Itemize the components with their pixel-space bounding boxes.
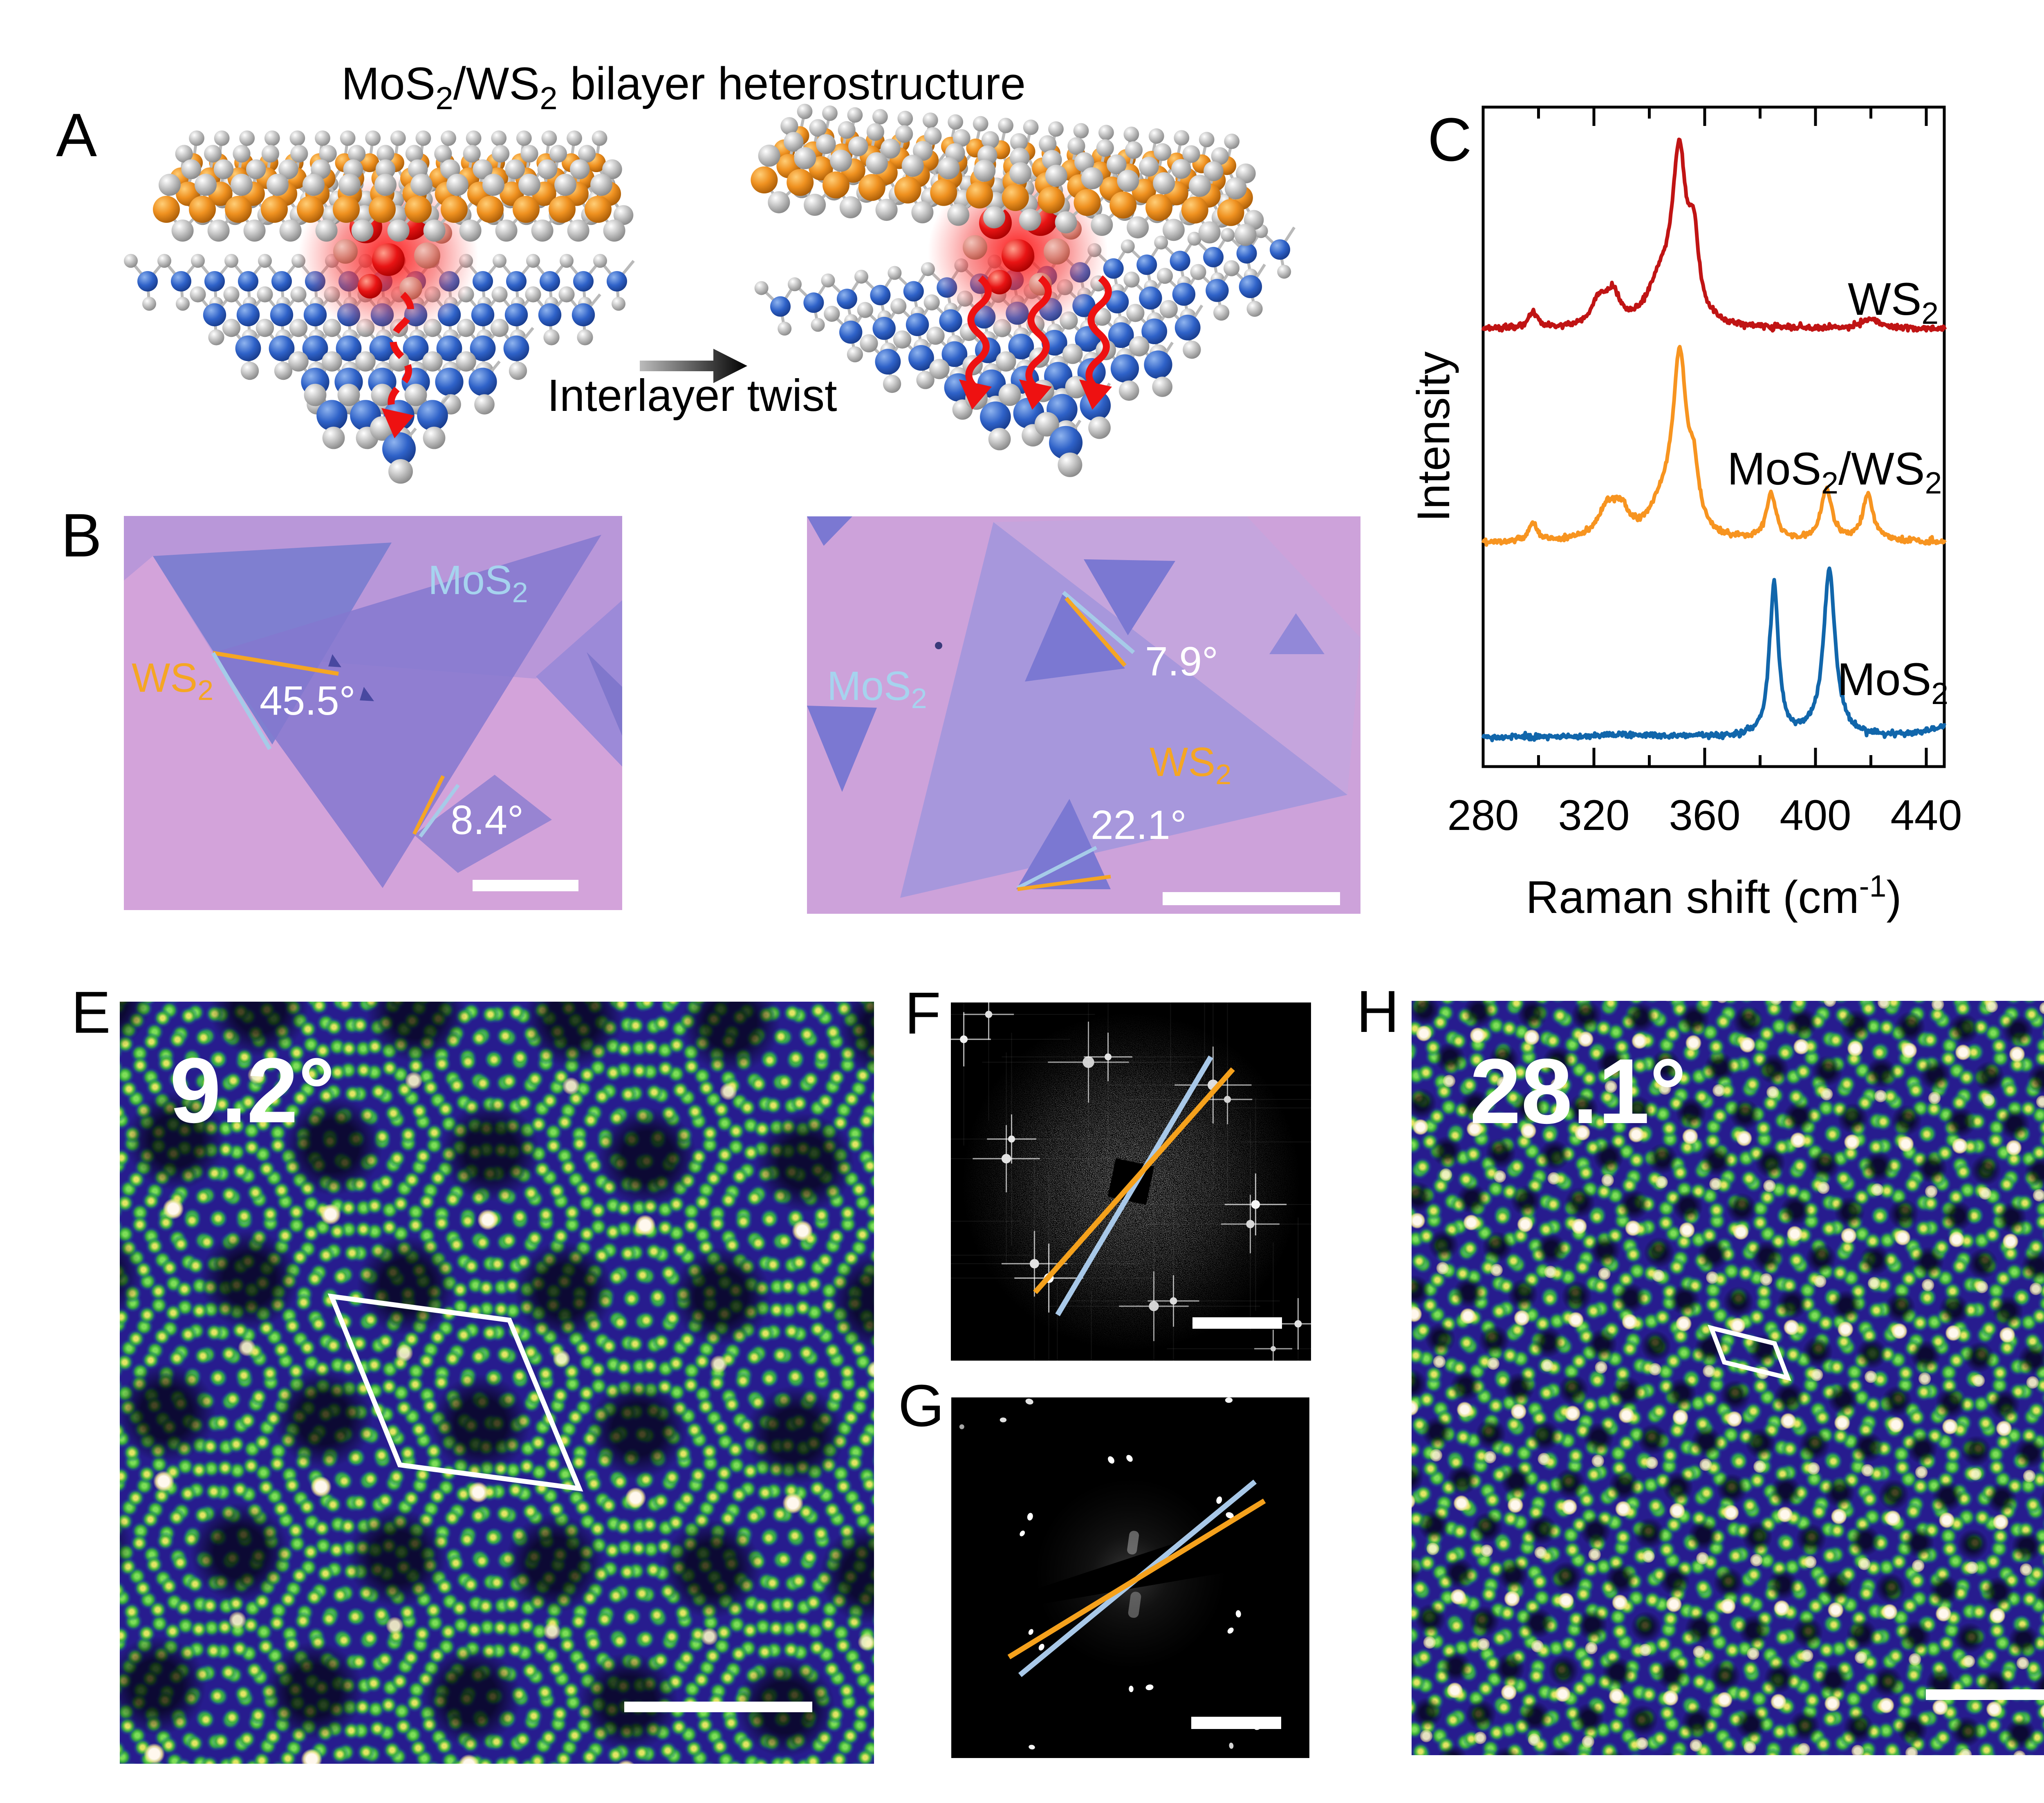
svg-text:A: A: [56, 101, 97, 169]
svg-text:MoS2: MoS2: [1837, 654, 1948, 711]
svg-text:WS2: WS2: [132, 655, 213, 706]
svg-text:28.1°: 28.1°: [1470, 1039, 1686, 1143]
svg-text:WS2: WS2: [1848, 274, 1939, 330]
svg-text:360: 360: [1669, 792, 1740, 839]
svg-text:MoS2/WS2 bilayer heterostructu: MoS2/WS2 bilayer heterostructure: [341, 58, 1026, 116]
svg-text:Interlayer twist: Interlayer twist: [547, 370, 837, 421]
svg-text:400: 400: [1780, 792, 1851, 839]
svg-text:440: 440: [1890, 792, 1962, 839]
svg-text:MoS2: MoS2: [827, 663, 927, 714]
svg-text:280: 280: [1447, 792, 1519, 839]
svg-text:22.1°: 22.1°: [1091, 802, 1187, 848]
svg-text:Intensity: Intensity: [1408, 351, 1459, 522]
svg-text:9.2°: 9.2°: [170, 1038, 335, 1142]
svg-text:8.4°: 8.4°: [450, 797, 524, 843]
svg-text:45.5°: 45.5°: [260, 678, 356, 724]
svg-text:MoS2: MoS2: [428, 557, 528, 608]
svg-text:7.9°: 7.9°: [1145, 639, 1218, 684]
svg-text:Raman shift (cm-1): Raman shift (cm-1): [1526, 869, 1901, 923]
svg-text:MoS2/WS2: MoS2/WS2: [1727, 443, 1942, 500]
svg-text:C: C: [1428, 105, 1472, 174]
svg-text:B: B: [61, 501, 102, 570]
svg-text:320: 320: [1558, 792, 1629, 839]
